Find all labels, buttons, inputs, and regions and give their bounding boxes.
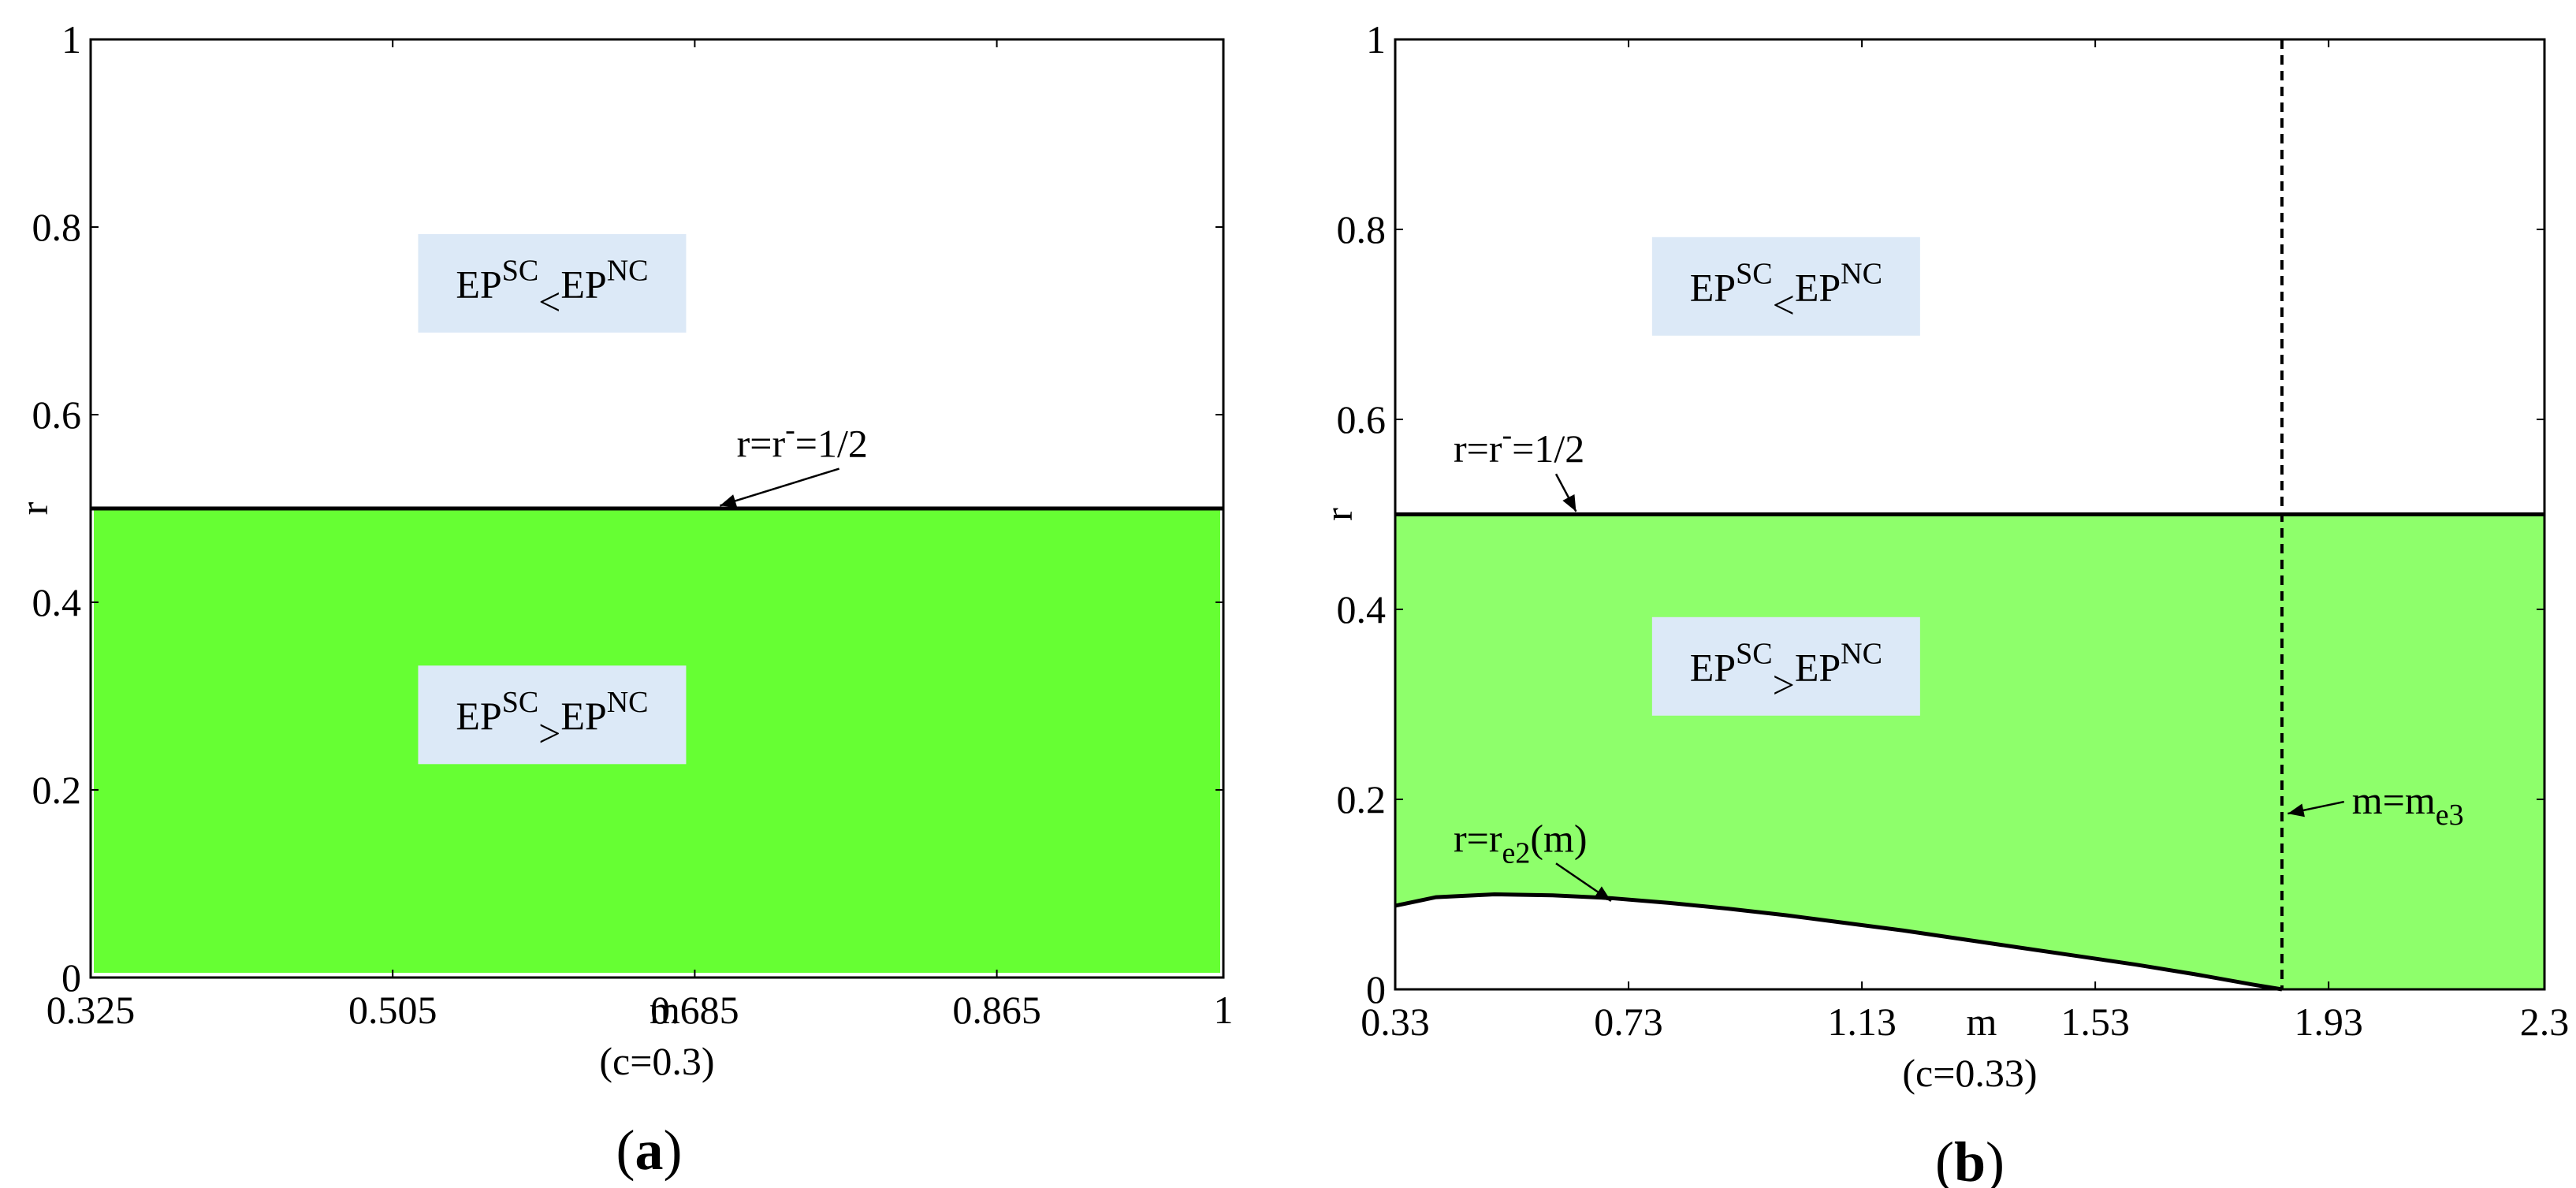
region-label-part: EP	[456, 262, 501, 306]
region-label-part: EP	[456, 694, 501, 738]
annotation-arrowhead	[2288, 803, 2305, 817]
annotation-main: r=r	[737, 422, 786, 466]
annotation-sub: e3	[2436, 799, 2464, 832]
panel-b-x-axis-label: m	[1967, 1000, 1997, 1044]
panel-b-fill	[1395, 514, 2544, 989]
panel-a-x-tick-labels: 0.325 0.505 0.685 0.865 1	[47, 988, 1234, 1032]
region-label-part: EP	[560, 694, 606, 738]
panel-b-curve-re2	[1394, 892, 2283, 992]
annotation-label: r=re2(m)	[1454, 816, 1588, 870]
y-tick-label: 0.6	[32, 393, 82, 437]
region-label-part: >	[538, 711, 560, 755]
panel-b-letter: b	[1954, 1130, 1986, 1188]
panel-b: 0 0.2 0.4 0.6 0.8 1 0.33 0.73 1.13 1.53 1.93 2.3 E…	[1316, 17, 2569, 1188]
panel-b-x-tick-labels: 0.33 0.73 1.13 1.53 1.93 2.3	[1361, 1000, 2569, 1044]
annotation-sup: -	[1502, 419, 1513, 452]
annotation-arrow	[719, 467, 839, 507]
annotation-label: r=r-=1/2	[737, 414, 868, 466]
region-label-box	[1651, 236, 1920, 336]
x-tick-label: 0.685	[650, 988, 739, 1032]
panel-b-y-tick-labels: 0 0.2 0.4 0.6 0.8 1	[1337, 17, 1387, 1011]
region-label-part: EP	[1690, 645, 1736, 689]
y-tick-label: 0.6	[1337, 397, 1387, 441]
region-label-part: SC	[502, 686, 538, 719]
region-label-part: EP	[1795, 645, 1841, 689]
annotation-arrowhead	[1562, 493, 1576, 512]
region-label-box	[1651, 616, 1920, 716]
region-label-part: NC	[607, 254, 649, 287]
panel-a-subcaption: (c=0.3)	[599, 1039, 714, 1083]
region-label: EPSC>EPNC	[1690, 637, 1882, 706]
panel-a: 00.20.40.60.81 0.325 0.505 0.685 0.865 1 EPS…	[12, 17, 1234, 1182]
annotation-main: m=m	[2352, 778, 2436, 822]
region-label-part: EP	[560, 262, 606, 306]
annotation-tail: =1/2	[795, 422, 868, 466]
region-label: EPSC<EPNC	[456, 254, 648, 323]
panel-b-annotations: r=r-=1/2r=re2(m)m=me3	[1454, 419, 2464, 902]
annotation-tail: =1/2	[1512, 426, 1584, 471]
region-label-part: EP	[1690, 265, 1736, 309]
region-label-part: SC	[502, 254, 538, 287]
x-tick-label: 1.93	[2294, 1000, 2363, 1044]
y-tick-label: 0	[1366, 967, 1386, 1011]
annotation-sup: -	[785, 414, 795, 447]
y-tick-label: 0.4	[1337, 587, 1387, 631]
annotation-tail: (m)	[1530, 816, 1587, 860]
panel-a-x-axis-label: m	[650, 988, 680, 1032]
x-tick-label: 0.33	[1361, 1000, 1430, 1044]
panel-a-y-tick-labels: 0 0.2 0.4 0.6 0.8 1	[32, 17, 82, 1000]
annotation-label: r=r-=1/2	[1454, 419, 1584, 471]
region-label-part: NC	[1841, 637, 1882, 670]
x-tick-label: 2.3	[2520, 1000, 2570, 1044]
panel-b-label: (b)	[1935, 1130, 2005, 1188]
region-label-part: <	[538, 279, 560, 323]
panel-a-letter: a	[635, 1119, 664, 1182]
region-label-part: >	[1773, 662, 1795, 706]
y-tick-label: 0	[61, 955, 81, 1000]
y-tick-label: 0.8	[1337, 207, 1387, 251]
annotation-main: r=r	[1454, 816, 1502, 860]
panel-b-y-axis-label: r	[1316, 508, 1361, 521]
region-label-box	[418, 665, 687, 765]
y-tick-label: 1	[1366, 17, 1386, 61]
annotation-label: m=me3	[2352, 778, 2464, 832]
y-tick-label: 0.2	[1337, 777, 1387, 821]
x-tick-label: 1.13	[1827, 1000, 1897, 1044]
x-tick-label: 0.865	[952, 988, 1041, 1032]
x-tick-label: 0.73	[1594, 1000, 1663, 1044]
panel-a-y-axis-label: r	[12, 501, 56, 515]
annotation-sub: e2	[1502, 836, 1531, 870]
region-label: EPSC<EPNC	[1690, 257, 1882, 326]
region-label-box	[418, 233, 687, 333]
region-label-part: SC	[1736, 637, 1772, 670]
region-label-part: NC	[607, 686, 649, 719]
x-tick-label: 0.505	[348, 988, 437, 1032]
region-label-part: SC	[1736, 257, 1772, 290]
region-label-part: NC	[1841, 257, 1882, 290]
region-label-part: <	[1773, 282, 1795, 326]
annotation-arrowhead	[720, 494, 738, 508]
region-label: EPSC>EPNC	[456, 686, 648, 755]
panel-a-label: (a)	[616, 1119, 683, 1182]
x-tick-label: 1.53	[2060, 1000, 2130, 1044]
region-label-part: EP	[1795, 265, 1841, 309]
annotation-main: r=r	[1454, 426, 1502, 471]
y-tick-label: 1	[61, 17, 81, 61]
y-tick-label: 0.8	[32, 205, 82, 249]
x-tick-label: 0.325	[47, 988, 136, 1032]
annotation-arrowhead	[1594, 886, 1611, 901]
panel-b-subcaption: (c=0.33)	[1902, 1051, 2037, 1095]
x-tick-label: 1	[1214, 988, 1234, 1032]
y-tick-label: 0.4	[32, 580, 82, 624]
y-tick-label: 0.2	[32, 768, 82, 812]
panel-a-annotations: r=r-=1/2	[719, 414, 868, 508]
